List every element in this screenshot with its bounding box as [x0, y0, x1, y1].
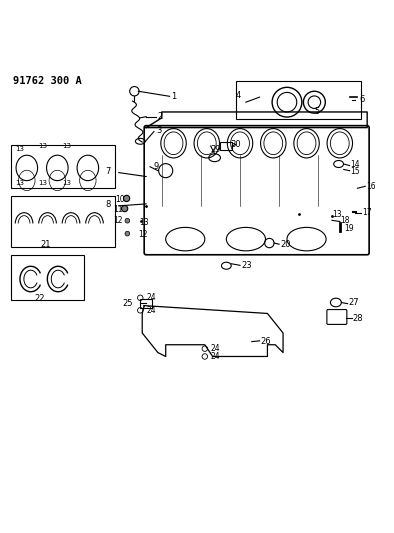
Text: 24: 24: [211, 344, 220, 353]
Text: 13: 13: [39, 180, 48, 186]
Bar: [11, 145, 115, 188]
Text: 8: 8: [105, 200, 110, 209]
Circle shape: [125, 231, 130, 236]
Circle shape: [121, 205, 128, 212]
Text: 26: 26: [260, 337, 271, 346]
Text: 24: 24: [146, 293, 156, 302]
Text: 20: 20: [280, 240, 291, 249]
Text: 29: 29: [211, 144, 221, 154]
Text: 12: 12: [138, 230, 148, 239]
Text: 4: 4: [236, 91, 242, 100]
Text: 6: 6: [359, 95, 365, 104]
Text: 27: 27: [349, 298, 359, 307]
Text: 13: 13: [332, 210, 342, 219]
Text: 7: 7: [105, 167, 110, 176]
Text: 24: 24: [211, 352, 220, 361]
Text: 15: 15: [350, 167, 360, 176]
Bar: [11, 196, 115, 247]
Text: 5: 5: [314, 108, 320, 117]
Text: 13: 13: [15, 146, 24, 152]
Text: 10: 10: [115, 195, 125, 204]
Text: 13: 13: [62, 143, 71, 149]
Text: 91762 300 A: 91762 300 A: [13, 76, 82, 86]
Text: 2: 2: [158, 112, 163, 121]
Bar: [221, 142, 232, 150]
Text: 25: 25: [123, 299, 133, 308]
Text: 23: 23: [241, 261, 252, 270]
Circle shape: [125, 219, 130, 223]
Text: 3: 3: [156, 126, 161, 135]
Text: 13: 13: [139, 218, 149, 227]
Text: 22: 22: [35, 294, 45, 303]
Text: 11: 11: [113, 205, 123, 214]
Text: 18: 18: [340, 216, 350, 225]
Text: 12: 12: [113, 216, 123, 225]
Text: 17: 17: [362, 208, 372, 217]
Text: 16: 16: [366, 182, 375, 191]
Bar: [11, 255, 84, 300]
Text: 19: 19: [344, 224, 353, 233]
Circle shape: [123, 195, 130, 201]
Text: 13: 13: [15, 180, 24, 186]
Text: 9: 9: [154, 162, 159, 171]
Text: 30: 30: [230, 140, 241, 149]
Text: 13: 13: [62, 180, 71, 186]
Text: 13: 13: [39, 143, 48, 149]
Text: 14: 14: [350, 160, 360, 169]
Bar: [140, 299, 152, 309]
Text: 28: 28: [352, 313, 363, 322]
Text: 24: 24: [146, 306, 156, 315]
Text: 21: 21: [41, 240, 51, 249]
Text: 1: 1: [171, 92, 177, 101]
Bar: [236, 82, 361, 119]
